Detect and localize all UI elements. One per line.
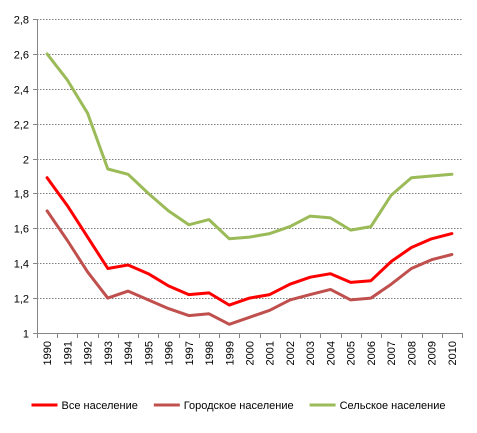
x-tick-label: 1992 <box>83 341 95 365</box>
x-tick-label: 1994 <box>123 341 135 365</box>
x-tick-label: 1997 <box>184 341 196 365</box>
x-tick-label: 1999 <box>224 341 236 365</box>
legend: Все население Городское население Сельское… <box>31 400 446 412</box>
x-tick-label: 2010 <box>447 341 459 365</box>
series-line-2 <box>45 209 454 326</box>
y-tick-label: 2,4 <box>14 85 29 97</box>
x-tick-label: 1996 <box>164 341 176 365</box>
x-tick-label: 2004 <box>325 341 337 365</box>
y-tick-label: 1,6 <box>14 224 29 236</box>
legend-item-2: Городское население <box>153 400 294 412</box>
y-tick-labels: 1 1,2 1,4 1,6 1,8 2 2,2 2,4 2,6 2,8 <box>14 15 29 341</box>
x-tick-label: 2001 <box>265 341 277 365</box>
y-tick-label: 1,8 <box>14 189 29 201</box>
legend-label: Городское население <box>184 400 294 412</box>
y-tick-label: 1,4 <box>14 259 29 271</box>
x-tick-label: 2007 <box>386 341 398 365</box>
x-tick-labels: 1990 1991 1992 1993 1994 1995 1996 1997 1998 1999… <box>42 341 459 365</box>
x-tick-label: 2003 <box>305 341 317 365</box>
x-tick-label: 2006 <box>366 341 378 365</box>
y-tick-label: 2,8 <box>14 15 29 27</box>
series-lines <box>45 52 454 326</box>
x-tick-label: 1993 <box>103 341 115 365</box>
legend-item-1: Все население <box>31 400 138 412</box>
x-tick-label: 2008 <box>406 341 418 365</box>
x-tick-label: 2005 <box>346 341 358 365</box>
series-line-3 <box>45 52 454 241</box>
x-tick-label: 1990 <box>42 341 54 365</box>
y-tick-label: 2,2 <box>14 120 29 132</box>
y-tick-label: 2 <box>23 155 29 167</box>
x-tick-label: 2009 <box>427 341 439 365</box>
x-tick-label: 1991 <box>62 341 74 365</box>
legend-label: Сельское население <box>340 400 446 412</box>
x-tick-label: 1998 <box>204 341 216 365</box>
series-line-1 <box>45 176 454 307</box>
y-tick-label: 1 <box>23 329 29 341</box>
legend-label: Все население <box>62 400 138 412</box>
axes <box>33 19 463 338</box>
x-tick-label: 1995 <box>143 341 155 365</box>
x-tick-label: 2002 <box>285 341 297 365</box>
y-tick-label: 2,6 <box>14 50 29 62</box>
x-tick-label: 2000 <box>245 341 257 365</box>
y-tick-label: 1,2 <box>14 294 29 306</box>
legend-item-3: Сельское население <box>309 400 446 412</box>
